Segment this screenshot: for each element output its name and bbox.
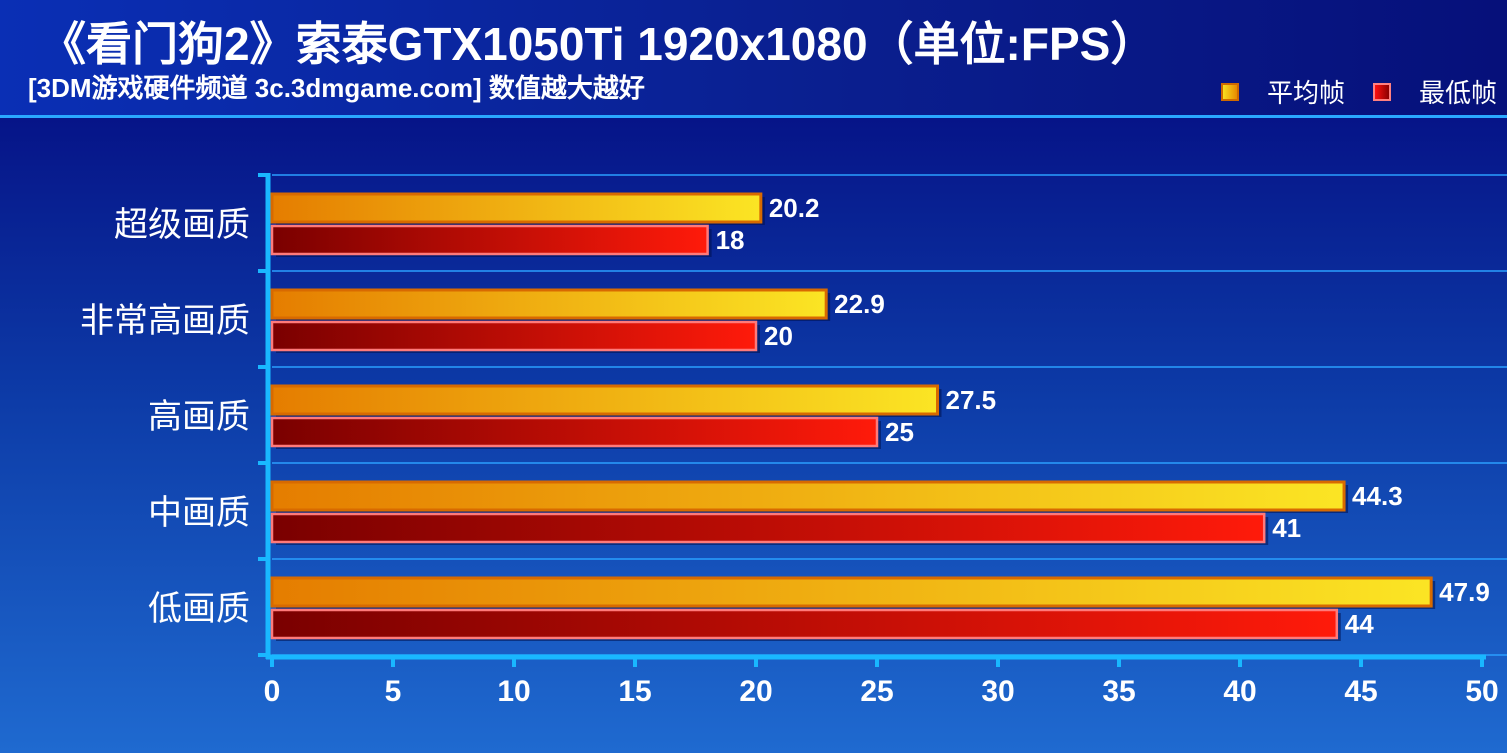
value-label-min-0: 18 xyxy=(716,225,745,255)
bar-avg-0 xyxy=(270,192,763,224)
legend-swatch-min xyxy=(1372,82,1391,101)
value-label-avg-3: 44.3 xyxy=(1352,481,1403,511)
legend-label-min: 最低帧 xyxy=(1418,78,1497,108)
value-label-avg-2: 27.5 xyxy=(946,385,997,415)
bar-avg-4 xyxy=(270,576,1433,608)
bar-min-3 xyxy=(270,512,1266,544)
legend: 平均帧 最低帧 xyxy=(1193,73,1497,110)
category-label-4: 低画质 xyxy=(148,589,250,629)
x-tick-label: 30 xyxy=(981,675,1014,708)
legend-item-avg: 平均帧 xyxy=(1220,73,1345,110)
axis-layer xyxy=(258,173,1486,667)
x-tick-label: 40 xyxy=(1223,675,1256,708)
chart-title: 《看门狗2》索泰GTX1050Ti 1920x1080（单位:FPS） xyxy=(40,18,1157,70)
value-label-avg-0: 20.2 xyxy=(769,193,820,223)
category-label-0: 超级画质 xyxy=(114,205,250,245)
bar-avg-3 xyxy=(270,480,1346,512)
x-tick-label: 5 xyxy=(385,675,402,708)
bar-min-4 xyxy=(270,608,1339,640)
category-label-3: 中画质 xyxy=(148,493,250,533)
x-tick-label: 0 xyxy=(264,675,281,708)
bar-min-0 xyxy=(270,224,709,256)
chart-subtitle: [3DM游戏硬件频道 3c.3dmgame.com] 数值越大越好 xyxy=(28,73,645,103)
x-tick-label: 35 xyxy=(1102,675,1135,708)
legend-label-avg: 平均帧 xyxy=(1266,78,1345,108)
value-label-min-1: 20 xyxy=(764,321,793,351)
value-label-min-2: 25 xyxy=(885,417,914,447)
bar-min-2 xyxy=(270,416,879,448)
x-tick-label: 20 xyxy=(739,675,772,708)
legend-item-min: 最低帧 xyxy=(1372,73,1497,110)
x-tick-label: 15 xyxy=(618,675,651,708)
category-label-1: 非常高画质 xyxy=(80,301,250,341)
header-band: 《看门狗2》索泰GTX1050Ti 1920x1080（单位:FPS） [3DM… xyxy=(0,0,1507,115)
value-label-avg-4: 47.9 xyxy=(1439,577,1490,607)
value-label-avg-1: 22.9 xyxy=(834,289,885,319)
value-label-min-4: 44 xyxy=(1345,609,1374,639)
x-tick-label: 45 xyxy=(1344,675,1377,708)
x-tick-label: 10 xyxy=(497,675,530,708)
legend-swatch-avg xyxy=(1220,82,1239,101)
bar-avg-2 xyxy=(270,384,939,416)
category-label-2: 高画质 xyxy=(148,397,250,437)
label-layer: 20.2 18 超级画质 22.9 20 非常高画质 27.5 25 高画质 44.3 41 中画质 4… xyxy=(80,193,1499,708)
bar-min-1 xyxy=(270,320,758,352)
bar-layer xyxy=(270,192,1436,641)
x-tick-label: 25 xyxy=(860,675,893,708)
x-tick-label: 50 xyxy=(1465,675,1498,708)
value-label-min-3: 41 xyxy=(1272,513,1301,543)
bar-avg-1 xyxy=(270,288,828,320)
